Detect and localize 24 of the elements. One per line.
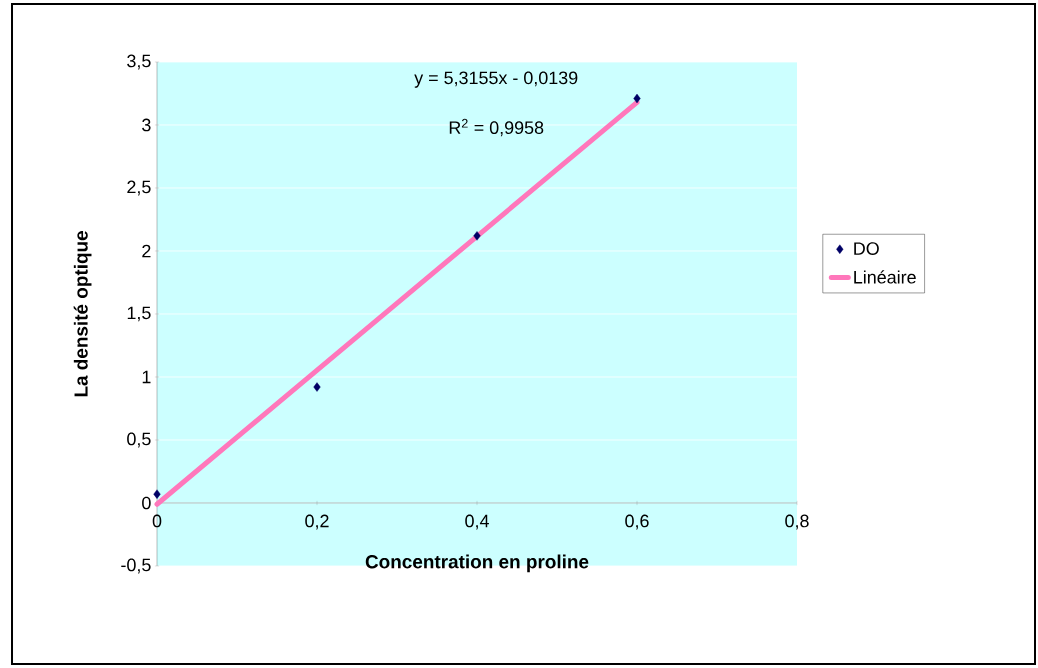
y-tick-label: -0,5 [121, 558, 151, 574]
x-tick-label: 0,2 [305, 514, 329, 530]
point [473, 231, 481, 241]
y-tick-label: 3,5 [127, 54, 151, 70]
y-axis-title: La densité optique [73, 231, 92, 397]
x-tick-label: 0,6 [625, 514, 649, 530]
legend-label: Linéaire [854, 270, 916, 284]
x-tick-label: 0,8 [785, 514, 809, 530]
y-tick-label: 3 [142, 118, 151, 132]
y-tick-label: 1,5 [127, 306, 151, 322]
y-tick-label: 2,5 [127, 180, 151, 196]
y-tick-label: 0 [142, 496, 151, 510]
y-tick-label: 2 [142, 244, 151, 258]
point [313, 382, 321, 392]
point [633, 93, 641, 104]
annotation: y = 5,3155x - 0,0139 [414, 71, 578, 88]
legend-label: DO [854, 242, 879, 255]
point [153, 489, 161, 499]
x-tick-label: 0 [152, 514, 162, 528]
x-tick-label: 0,4 [465, 514, 489, 530]
annotation: R$^{2}$ = 0,9958 [449, 118, 544, 137]
y-tick-label: 0,5 [127, 432, 151, 448]
x-axis-title: Concentration en proline [365, 554, 589, 573]
y-tick-label: 1 [142, 370, 151, 384]
